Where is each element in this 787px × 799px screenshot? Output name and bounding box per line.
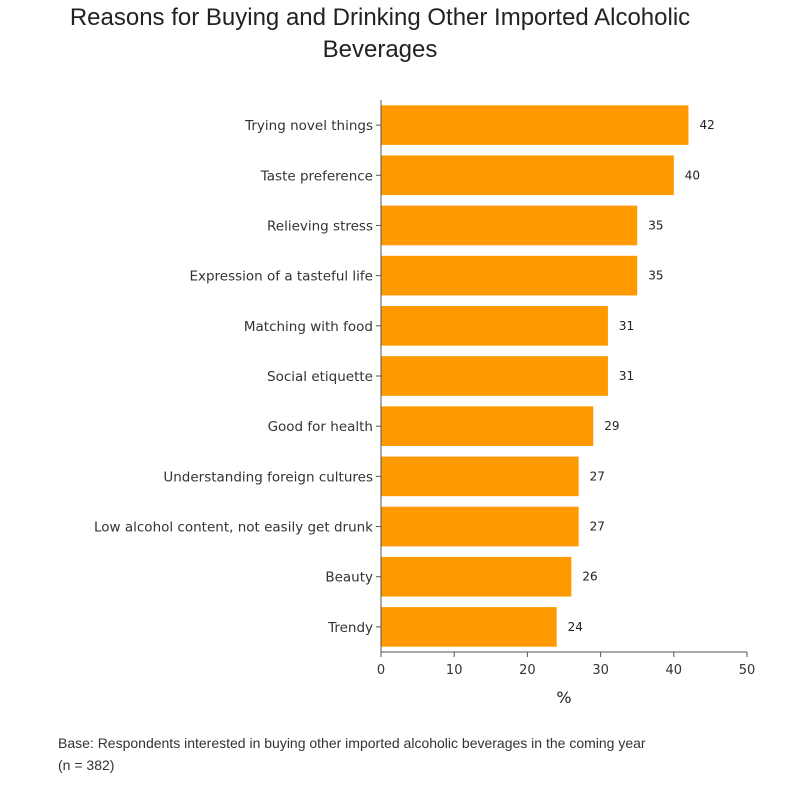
category-label-4: Matching with food — [244, 319, 373, 335]
category-label-5: Social etiquette — [267, 369, 373, 385]
value-label-9: 26 — [582, 570, 597, 584]
value-label-4: 31 — [619, 319, 634, 333]
value-label-6: 29 — [604, 419, 619, 433]
x-tick-label-0: 0 — [377, 663, 385, 678]
bar-10 — [381, 607, 557, 647]
value-label-7: 27 — [590, 469, 605, 483]
x-tick-label-4: 40 — [666, 663, 683, 678]
category-label-1: Taste preference — [260, 168, 373, 184]
x-tick-label-2: 20 — [519, 663, 536, 678]
category-label-9: Beauty — [325, 570, 373, 586]
x-axis-title: % — [556, 688, 571, 707]
bar-chart: 42 40 35 35 31 31 29 27 27 26 24 Trying novel thin… — [94, 100, 755, 707]
bar-1 — [381, 155, 674, 196]
category-label-0: Trying novel things — [244, 118, 373, 134]
x-tick-label-3: 30 — [592, 663, 609, 678]
bar-9 — [381, 556, 572, 597]
bars-layer: 42 40 35 35 31 31 29 27 27 26 24 — [381, 105, 715, 647]
category-label-3: Expression of a tasteful life — [189, 269, 373, 285]
x-tick-label-5: 50 — [739, 663, 756, 678]
value-label-1: 40 — [685, 168, 700, 182]
bar-7 — [381, 456, 579, 497]
chart-title: Reasons for Buying and Drinking Other Im… — [69, 4, 691, 63]
category-label-6: Good for health — [268, 419, 373, 435]
category-label-2: Relieving stress — [267, 218, 373, 234]
value-label-8: 27 — [590, 520, 605, 534]
category-label-8: Low alcohol content, not easily get drun… — [94, 520, 373, 536]
bar-5 — [381, 356, 608, 396]
bar-3 — [381, 255, 638, 296]
value-label-3: 35 — [648, 269, 663, 283]
chart-footnote: Base: Respondents interested in buying o… — [58, 735, 646, 773]
value-label-10: 24 — [568, 620, 583, 634]
bar-6 — [381, 406, 594, 447]
value-label-0: 42 — [699, 118, 714, 132]
bar-2 — [381, 205, 638, 246]
bar-0 — [381, 105, 689, 145]
x-axis: Trying novel things Taste preference Relie… — [94, 100, 755, 707]
value-label-5: 31 — [619, 369, 634, 383]
category-label-10: Trendy — [327, 620, 373, 636]
category-label-7: Understanding foreign cultures — [163, 469, 373, 485]
bar-8 — [381, 506, 579, 547]
bar-4 — [381, 305, 608, 346]
x-tick-label-1: 10 — [446, 663, 463, 678]
value-label-2: 35 — [648, 218, 663, 232]
